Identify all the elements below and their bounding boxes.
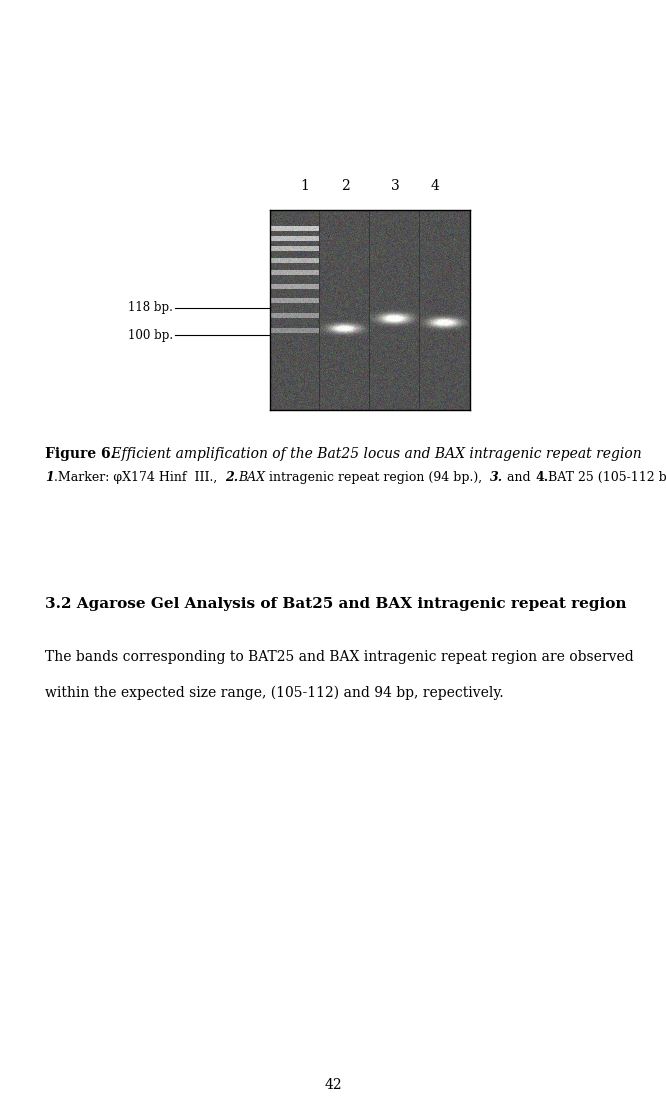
Text: 42: 42 [324, 1078, 342, 1092]
Text: intragenic repeat region (94 bp.),: intragenic repeat region (94 bp.), [265, 471, 490, 485]
Text: 3.2 Agarose Gel Analysis of Bat25 and BAX intragenic repeat region: 3.2 Agarose Gel Analysis of Bat25 and BA… [45, 598, 627, 611]
Text: 118 bp.: 118 bp. [128, 301, 173, 314]
Text: and: and [503, 471, 535, 485]
Text: 1: 1 [300, 179, 310, 192]
Text: 2.: 2. [225, 471, 238, 485]
Text: 4: 4 [430, 179, 440, 192]
Text: 4.: 4. [535, 471, 548, 485]
Text: Efficient amplification of the Bat25 locus and BAX intragenic repeat region: Efficient amplification of the Bat25 loc… [107, 446, 641, 461]
Text: The bands corresponding to BAT25 and BAX intragenic repeat region are observed: The bands corresponding to BAT25 and BAX… [45, 650, 634, 664]
Text: 100 bp.: 100 bp. [128, 329, 173, 341]
Text: Figure 6.: Figure 6. [45, 446, 115, 461]
Text: .Marker: φX174 Hinf  III.,: .Marker: φX174 Hinf III., [54, 471, 225, 485]
Text: within the expected size range, (105-112) and 94 bp, repectively.: within the expected size range, (105-112… [45, 686, 503, 700]
Text: 1: 1 [45, 471, 54, 485]
Text: BAX: BAX [238, 471, 265, 485]
Text: 3: 3 [391, 179, 400, 192]
Text: 3.: 3. [490, 471, 503, 485]
Text: BAT 25 (105-112 bp.),: BAT 25 (105-112 bp.), [548, 471, 666, 485]
Text: 2: 2 [340, 179, 350, 192]
